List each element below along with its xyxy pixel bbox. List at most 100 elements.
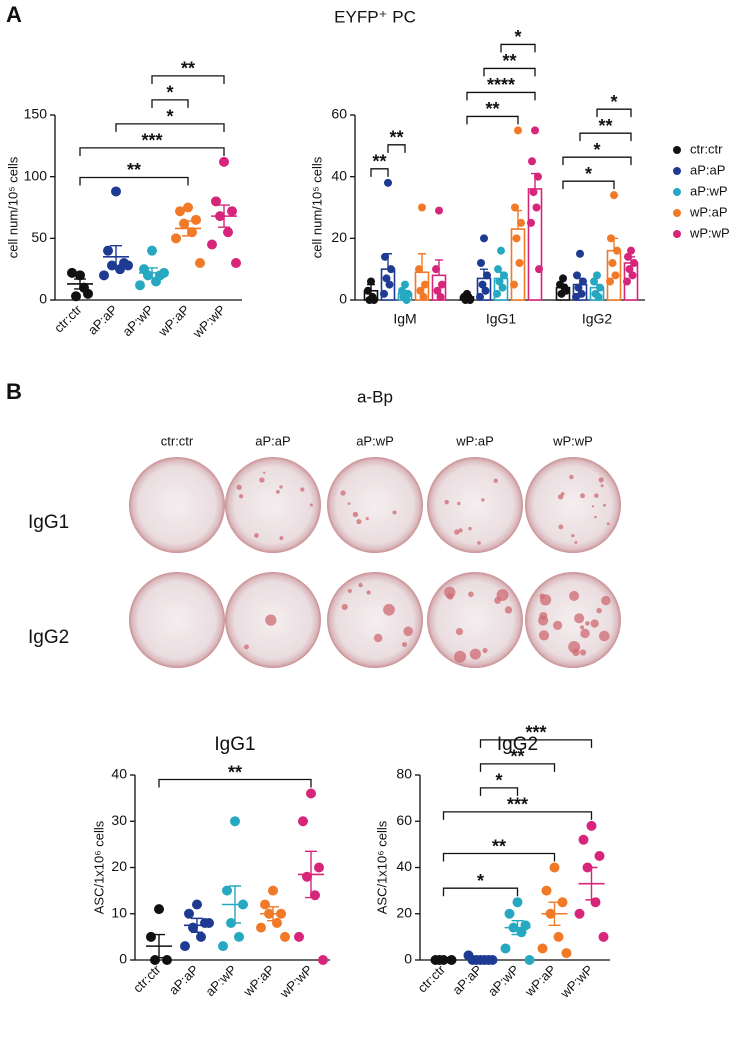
data-point	[384, 178, 392, 187]
spot	[236, 484, 242, 490]
row-label: IgG2	[28, 627, 69, 648]
spot	[444, 586, 456, 599]
data-point	[385, 280, 394, 289]
column-label: aP:wP	[356, 433, 394, 448]
well	[225, 457, 321, 553]
data-point	[314, 862, 324, 873]
spot	[279, 536, 284, 541]
y-axis-label: ASC/1x10⁶ cells	[91, 820, 106, 914]
spot	[392, 510, 397, 515]
y-tick-label: 100	[24, 167, 48, 183]
data-point	[175, 206, 185, 217]
significance-label: **	[127, 160, 141, 180]
panel-label: A	[6, 2, 22, 27]
spot	[458, 528, 463, 533]
column-label: wP:aP	[455, 433, 494, 448]
x-tick-label: aP:aP	[449, 962, 485, 998]
significance-bracket	[596, 108, 632, 118]
legend-marker	[673, 209, 681, 217]
x-tick-label: IgG1	[486, 311, 517, 327]
data-point	[498, 283, 507, 292]
data-point	[480, 234, 488, 243]
data-point	[630, 259, 638, 267]
significance-label: **	[510, 747, 524, 767]
x-tick-label: aP:wP	[485, 962, 522, 999]
data-point	[557, 897, 568, 908]
spot	[552, 620, 563, 631]
data-point	[256, 922, 266, 933]
data-point	[416, 286, 425, 295]
data-point	[535, 265, 543, 274]
spot	[341, 603, 348, 610]
well	[327, 572, 423, 668]
data-point	[306, 788, 316, 799]
significance-label: **	[228, 762, 242, 782]
data-point	[151, 276, 161, 287]
data-point	[613, 246, 621, 255]
legend-marker	[673, 230, 681, 238]
significance-label: *	[514, 27, 521, 47]
spot	[265, 614, 277, 626]
y-tick-label: 80	[396, 766, 412, 782]
data-point	[579, 277, 587, 286]
data-point	[180, 941, 190, 952]
data-point	[204, 918, 214, 928]
spot	[383, 603, 395, 616]
data-point	[511, 203, 519, 212]
spot	[356, 519, 362, 525]
significance-bracket	[158, 778, 312, 788]
data-point	[481, 286, 490, 295]
data-point	[368, 292, 377, 301]
spot	[601, 595, 611, 606]
data-point	[500, 943, 511, 954]
spot	[585, 621, 590, 626]
data-point	[574, 908, 585, 919]
spot	[481, 498, 485, 502]
legend-label: wP:wP	[689, 225, 730, 240]
data-point	[541, 885, 552, 896]
sem-bar	[267, 906, 279, 922]
spot	[571, 534, 575, 538]
y-tick-label: 40	[331, 167, 347, 183]
significance-bracket	[151, 75, 225, 84]
data-point	[576, 249, 584, 258]
significance-label: **	[492, 836, 506, 856]
significance-label: *	[585, 164, 592, 184]
spot	[580, 628, 590, 639]
legend-label: aP:aP	[690, 162, 725, 177]
data-point	[436, 292, 445, 301]
significance-bracket	[370, 168, 389, 177]
spot	[596, 607, 602, 614]
x-tick-label: wP:wP	[557, 962, 596, 1001]
sem-bar	[74, 278, 86, 290]
spot	[574, 541, 578, 544]
y-tick-label: 60	[396, 812, 412, 828]
data-point	[524, 955, 535, 965]
data-point	[477, 259, 485, 267]
spot	[591, 505, 595, 508]
spot	[358, 582, 363, 588]
legend-label: wP:aP	[689, 204, 728, 219]
x-tick-label: aP:aP	[166, 962, 202, 998]
sem-bar	[229, 885, 241, 924]
spot	[373, 633, 383, 643]
data-point	[196, 931, 206, 942]
significance-label: ***	[141, 131, 162, 151]
well	[427, 457, 523, 553]
significance-bracket	[115, 123, 225, 132]
significance-bracket	[562, 180, 615, 190]
data-point	[103, 245, 113, 256]
data-point	[387, 265, 395, 274]
data-point	[401, 280, 409, 289]
data-point	[280, 931, 290, 942]
significance-bracket	[387, 144, 406, 153]
y-axis-label: ASC/1x10⁶ cells	[374, 820, 389, 914]
sem-bar	[474, 957, 487, 961]
spot	[468, 591, 474, 598]
legend-label: aP:wP	[690, 183, 728, 198]
data-point	[594, 292, 603, 301]
significance-bracket	[500, 43, 536, 53]
data-point	[527, 218, 535, 227]
data-point	[534, 172, 542, 181]
